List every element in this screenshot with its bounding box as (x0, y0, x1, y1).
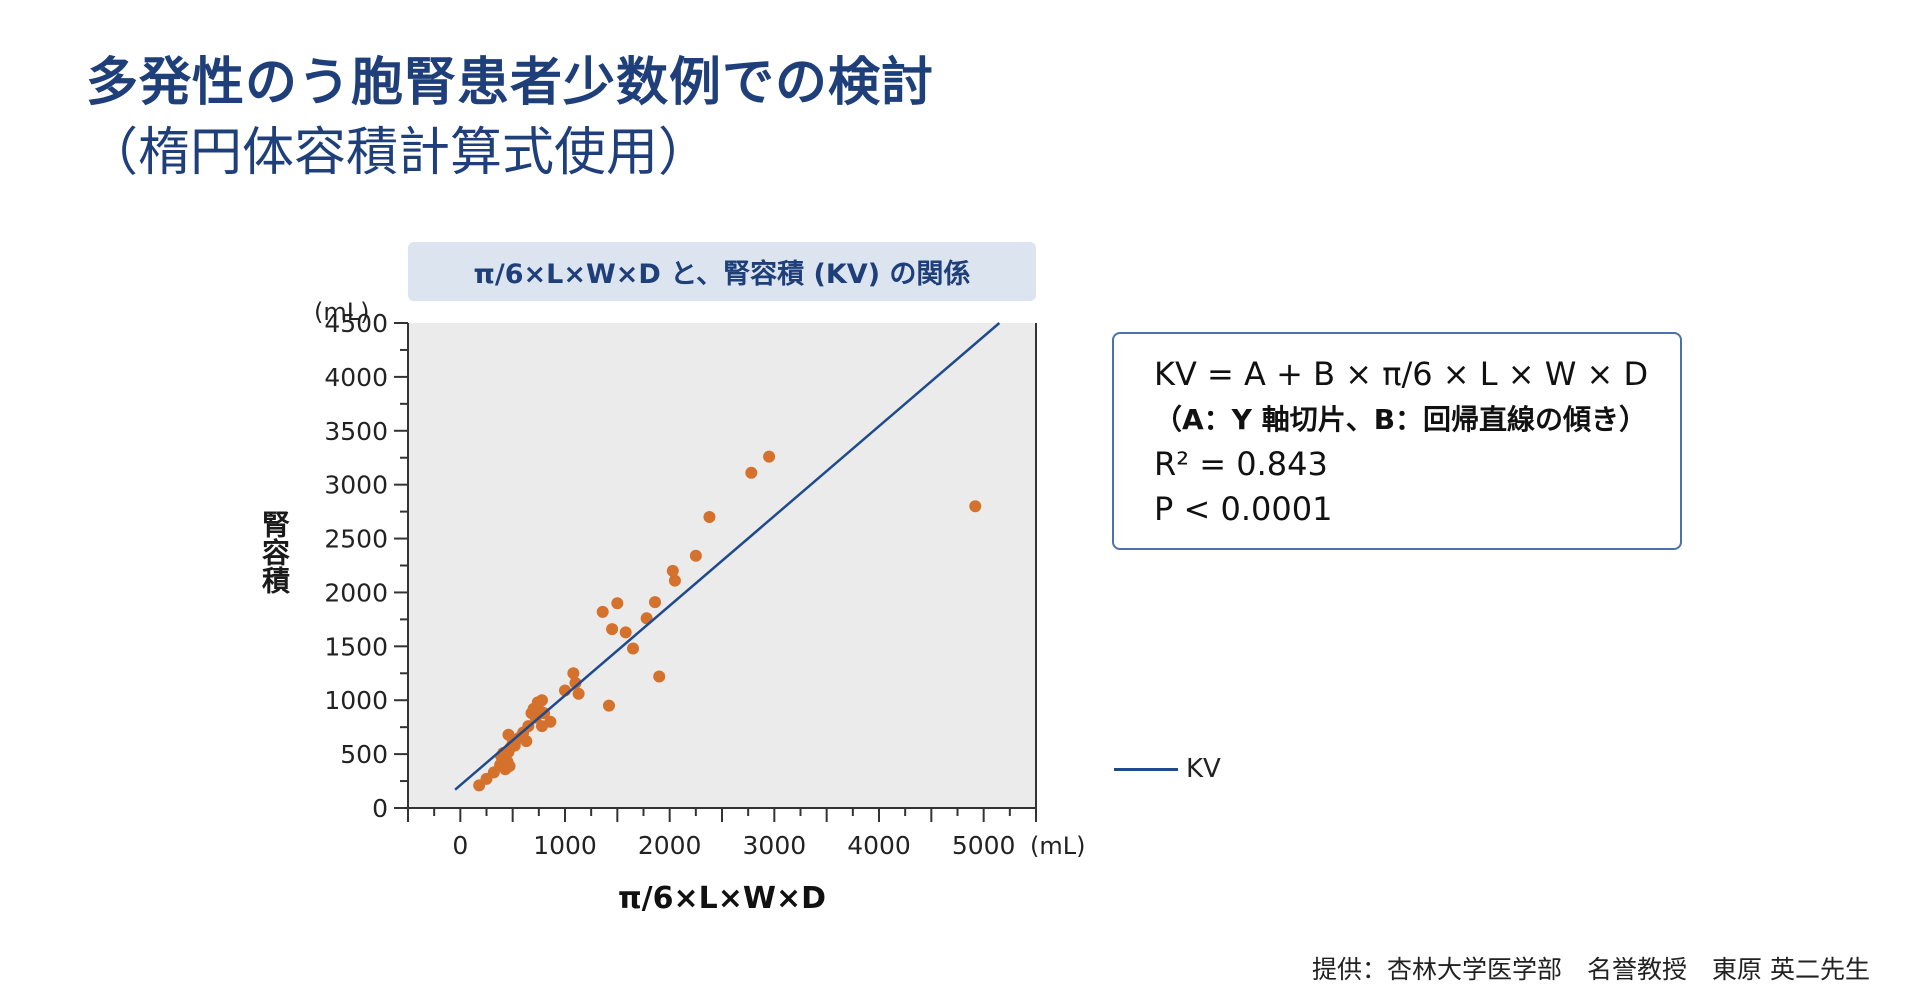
data-point (745, 466, 758, 479)
data-point (703, 511, 716, 523)
x-axis-unit: (mL) (1030, 832, 1085, 860)
y-tick-label: 1000 (324, 686, 388, 715)
y-tick-label: 500 (340, 740, 388, 769)
x-axis-title: π/6×L×W×D (618, 881, 826, 916)
x-tick-label: 0 (452, 831, 468, 860)
chart-legend: KV (1114, 754, 1221, 784)
page-title: 多発性のう胞腎患者少数例での検討 (86, 53, 935, 113)
data-point (569, 676, 582, 689)
legend-line-swatch (1114, 767, 1178, 771)
data-point (969, 500, 982, 513)
data-point (763, 450, 776, 463)
source-credit: 提供：杏林大学医学部 名誉教授 東原 英二先生 (1312, 955, 1870, 984)
y-tick-label: 2000 (324, 578, 388, 607)
data-point (653, 670, 666, 683)
tick-labels: 0 500 1000 1500 2000 2500 3000 3500 4000 4500 0 100… (324, 309, 1015, 860)
data-point (619, 626, 632, 639)
y-tick-label: 0 (372, 794, 388, 823)
data-point (689, 549, 702, 562)
y-axis-unit: (mL) (314, 298, 369, 326)
y-tick-label: 3500 (324, 417, 388, 446)
data-point (503, 759, 516, 772)
axis-ticks (394, 322, 1037, 822)
data-point (649, 596, 662, 609)
y-tick-label: 2500 (324, 525, 388, 554)
data-point (544, 715, 557, 728)
data-point (596, 605, 609, 618)
x-tick-label: 3000 (743, 831, 807, 860)
x-tick-label: 1000 (533, 831, 597, 860)
data-point (606, 623, 619, 636)
y-tick-label: 1500 (324, 632, 388, 661)
plot-area (408, 323, 1036, 808)
page-subtitle: （楕円体容積計算式使用） (86, 123, 711, 183)
formula-note: （A：Y 軸切片、B：回帰直線の傾き） (1154, 403, 1648, 436)
y-tick-label: 4000 (324, 363, 388, 392)
formula-r-squared: R² = 0.843 (1154, 445, 1328, 483)
data-point (627, 642, 640, 655)
data-point (572, 687, 585, 700)
chart-title-banner: π/6×L×W×D と、腎容積 (KV) の関係 (408, 242, 1036, 301)
y-tick-label: 3000 (324, 471, 388, 500)
data-point (602, 699, 615, 712)
formula-equation: KV = A + B × π/6 × L × W × D (1154, 355, 1649, 393)
y-axis-title: 腎容積 (258, 510, 291, 594)
x-tick-label: 5000 (952, 831, 1016, 860)
regression-line-kv (454, 322, 1001, 791)
data-point (611, 597, 624, 610)
data-point (567, 667, 580, 680)
regression-formula-box: KV = A + B × π/6 × L × W × D （A：Y 軸切片、B：… (1112, 332, 1682, 550)
legend-label-kv: KV (1186, 754, 1221, 784)
x-tick-label: 2000 (638, 831, 702, 860)
data-point (502, 728, 515, 741)
data-point (668, 574, 681, 587)
formula-p-value: P < 0.0001 (1154, 490, 1333, 528)
x-tick-label: 4000 (847, 831, 911, 860)
y-tick-label: 4500 (324, 309, 388, 338)
data-point (535, 694, 548, 707)
data-point (666, 564, 679, 577)
data-point (520, 735, 533, 748)
